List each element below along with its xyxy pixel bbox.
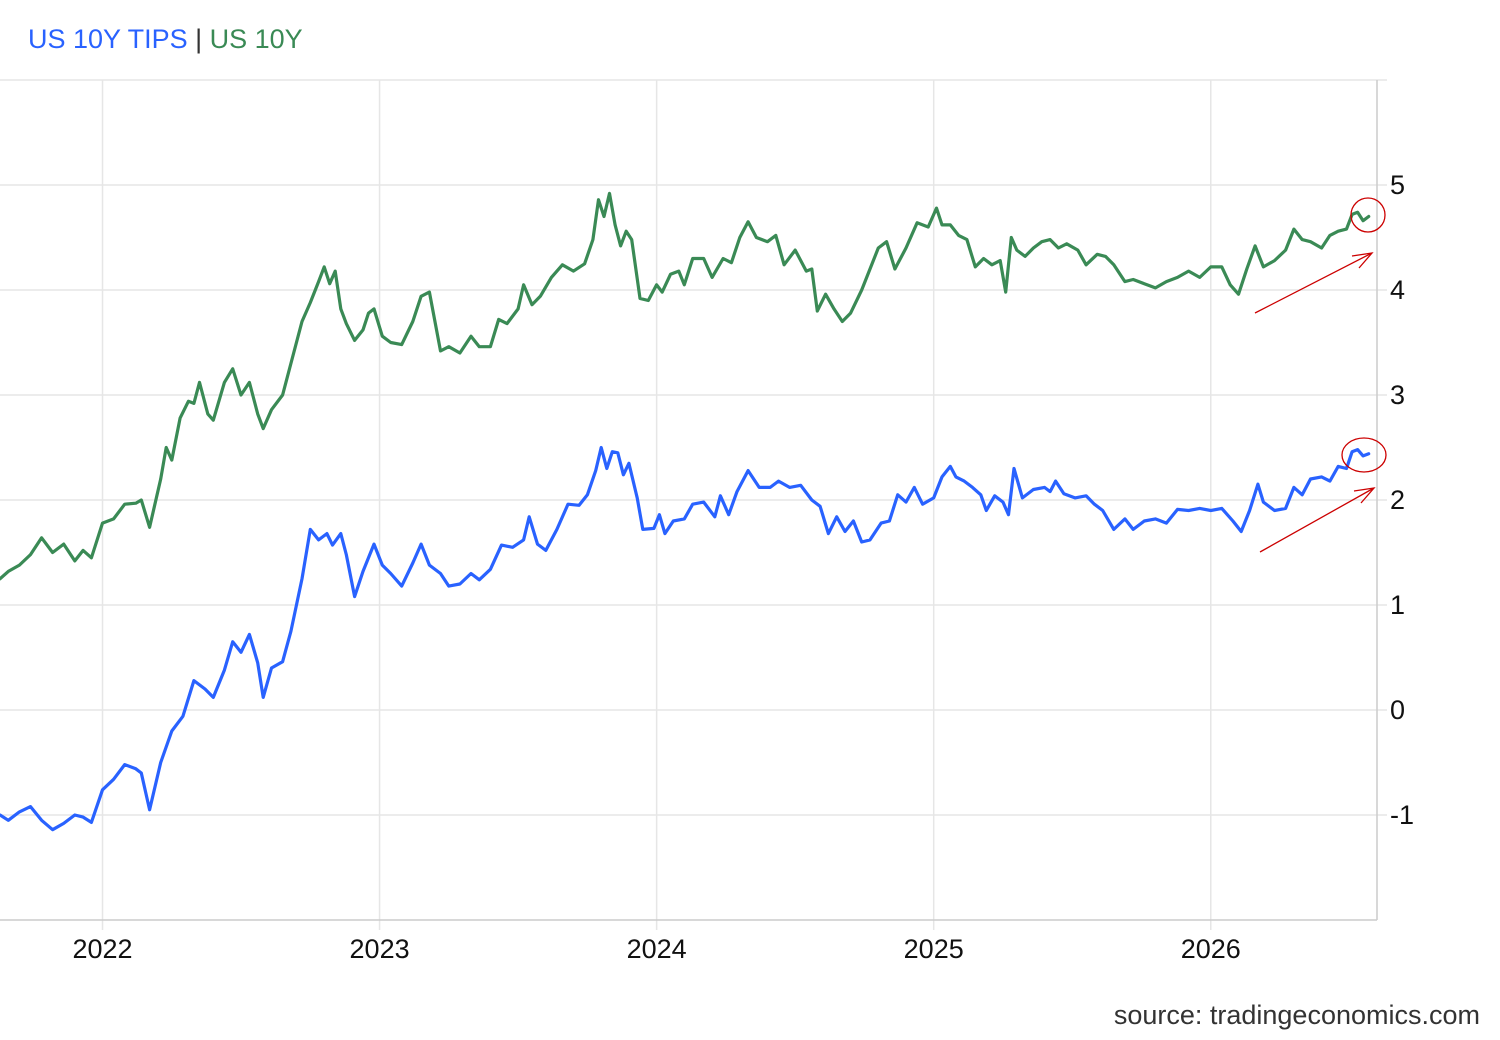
annotation-circle-tips	[1341, 437, 1387, 473]
source-credit: source: tradingeconomics.com	[1113, 1000, 1480, 1030]
x-axis-ticks: 2022 2023 2024 2025 2026	[72, 934, 1240, 964]
legend-us10y[interactable]: US 10Y	[209, 24, 303, 54]
annotation-arrow-us10y	[1254, 252, 1374, 314]
y-tick-label: -1	[1390, 800, 1414, 830]
y-tick-label: 3	[1390, 380, 1405, 410]
x-tick-label: 2026	[1181, 934, 1241, 964]
y-tick-label: 2	[1390, 485, 1405, 515]
legend-tips[interactable]: US 10Y TIPS	[28, 24, 188, 54]
grid-lines	[0, 79, 1387, 930]
x-tick-label: 2024	[627, 934, 687, 964]
x-tick-label: 2025	[904, 934, 964, 964]
line-chart: 2022 2023 2024 2025 2026 -1 0 1 2 3 4 5	[0, 79, 1414, 964]
y-tick-label: 0	[1390, 695, 1405, 725]
legend-separator: |	[195, 24, 203, 54]
series-line-tips	[0, 445, 1371, 832]
x-tick-label: 2023	[350, 934, 410, 964]
axes	[0, 80, 1378, 921]
annotation-arrow-tips	[1259, 487, 1376, 553]
y-tick-label: 1	[1390, 590, 1405, 620]
y-tick-label: 4	[1390, 275, 1405, 305]
x-tick-label: 2022	[72, 934, 132, 964]
series-lines	[0, 191, 1371, 832]
annotations	[1254, 197, 1387, 553]
series-line-us10y	[0, 191, 1371, 581]
y-axis-ticks: -1 0 1 2 3 4 5	[1390, 170, 1414, 830]
annotation-circle-us10y	[1350, 197, 1386, 233]
chart-legend: US 10Y TIPS | US 10Y	[28, 22, 303, 56]
y-tick-label: 5	[1390, 170, 1405, 200]
